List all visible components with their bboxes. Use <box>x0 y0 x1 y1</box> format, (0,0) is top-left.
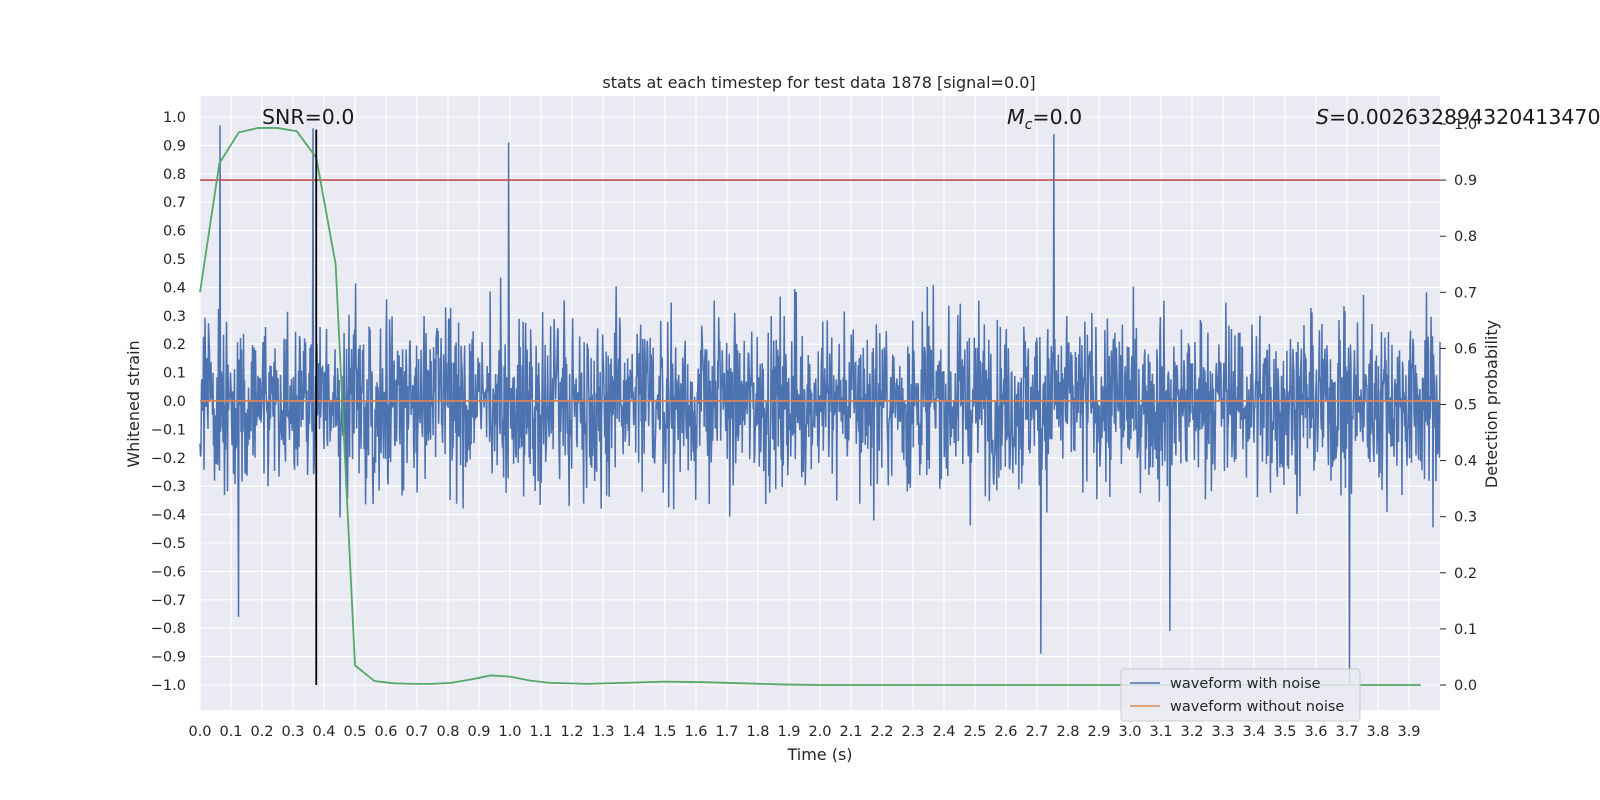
x-tick-label: 2.8 <box>1056 724 1079 740</box>
y-right-tick-label: 0.8 <box>1454 229 1477 245</box>
x-tick-label: 3.7 <box>1335 724 1358 740</box>
y-right-tick-label: 0.6 <box>1454 341 1477 357</box>
x-tick-label: 1.6 <box>684 724 707 740</box>
y-left-tick-label: −0.7 <box>151 593 186 609</box>
x-tick-label: 0.9 <box>467 724 490 740</box>
x-axis-ticks: 0.0 0.1 0.2 0.3 0.4 0.5 0.6 0.7 0.8 0.9 1.0 1.1 1.2 1… <box>188 724 1420 740</box>
x-tick-label: 1.1 <box>529 724 552 740</box>
chirp-mass-annotation: Mc=0.0 <box>1007 105 1082 133</box>
x-tick-label: 3.8 <box>1366 724 1389 740</box>
x-tick-label: 2.5 <box>963 724 986 740</box>
chirp-mass-symbol: M <box>1007 105 1025 129</box>
y-left-tick-label: 0.5 <box>163 252 186 268</box>
x-tick-label: 2.0 <box>808 724 831 740</box>
x-tick-label: 2.4 <box>932 724 955 740</box>
x-tick-label: 3.5 <box>1273 724 1296 740</box>
y-left-tick-label: −0.8 <box>151 621 186 637</box>
x-tick-label: 2.7 <box>1025 724 1048 740</box>
x-tick-label: 1.3 <box>591 724 614 740</box>
x-tick-label: 2.3 <box>901 724 924 740</box>
chirp-mass-subscript: c <box>1025 117 1033 133</box>
y-left-tick-label: −0.9 <box>151 650 186 666</box>
y-right-tick-label: 0.2 <box>1454 566 1477 582</box>
y-left-tick-label: 0.7 <box>163 195 186 211</box>
x-tick-label: 0.4 <box>312 724 335 740</box>
y-left-tick-label: −0.2 <box>151 451 186 467</box>
y-left-tick-label: −0.3 <box>151 479 186 495</box>
y-left-tick-label: −0.6 <box>151 564 186 580</box>
y-left-tick-label: 0.0 <box>163 394 186 410</box>
x-tick-label: 0.7 <box>405 724 428 740</box>
y-axis-right-ticks: 1.0 0.9 0.8 0.7 0.6 0.5 0.4 0.3 0.2 0.1 0.0 <box>1440 117 1477 694</box>
x-tick-label: 0.3 <box>281 724 304 740</box>
s-statistic-annotation: S=0.0026328943204134707 <box>1316 105 1600 129</box>
x-tick-label: 1.8 <box>746 724 769 740</box>
y-right-tick-label: 0.9 <box>1454 173 1477 189</box>
x-tick-label: 1.5 <box>653 724 676 740</box>
y-right-tick-label: 0.1 <box>1454 622 1477 638</box>
legend-label-noisy: waveform with noise <box>1170 676 1321 692</box>
y-left-tick-label: 0.3 <box>163 309 186 325</box>
y-left-tick-label: 0.4 <box>163 280 186 296</box>
legend-box <box>1120 668 1361 722</box>
legend-label-clean: waveform without noise <box>1170 699 1344 715</box>
chirp-mass-value: =0.0 <box>1032 105 1082 129</box>
x-tick-label: 2.1 <box>839 724 862 740</box>
x-tick-label: 2.6 <box>994 724 1017 740</box>
y-axis-left-label: Whitened strain <box>124 340 143 467</box>
y-left-tick-label: 0.2 <box>163 337 186 353</box>
y-right-tick-label: 0.0 <box>1454 678 1477 694</box>
y-left-tick-label: 0.1 <box>163 366 186 382</box>
x-tick-label: 3.9 <box>1397 724 1420 740</box>
s-statistic-symbol: S <box>1316 105 1329 129</box>
annotations: SNR=0.0 Mc=0.0 S=0.0026328943204134707 <box>262 105 1600 133</box>
x-tick-label: 0.8 <box>436 724 459 740</box>
series-layer <box>199 125 1441 686</box>
chart-title: stats at each timestep for test data 187… <box>602 73 1035 92</box>
y-left-tick-label: −0.4 <box>151 508 186 524</box>
x-tick-label: 1.2 <box>560 724 583 740</box>
y-left-tick-label: 0.8 <box>163 167 186 183</box>
x-tick-label: 3.1 <box>1149 724 1172 740</box>
x-tick-label: 0.6 <box>374 724 397 740</box>
y-right-tick-label: 0.7 <box>1454 285 1477 301</box>
y-left-tick-label: −0.1 <box>151 422 186 438</box>
x-tick-label: 1.4 <box>622 724 645 740</box>
x-tick-label: 1.9 <box>777 724 800 740</box>
snr-annotation: SNR=0.0 <box>262 105 354 129</box>
y-left-tick-label: 0.9 <box>163 138 186 154</box>
y-axis-left-ticks: 1.0 0.9 0.8 0.7 0.6 0.5 0.4 0.3 0.2 0.1 0.0 −0.1 −0.… <box>151 110 186 694</box>
x-tick-label: 3.0 <box>1118 724 1141 740</box>
y-left-tick-label: −0.5 <box>151 536 186 552</box>
x-tick-label: 0.0 <box>188 724 211 740</box>
y-right-tick-label: 1.0 <box>1454 117 1477 133</box>
x-tick-label: 3.2 <box>1180 724 1203 740</box>
detection-probability-line <box>199 127 1421 686</box>
y-right-tick-label: 0.3 <box>1454 510 1477 526</box>
x-tick-label: 3.3 <box>1211 724 1234 740</box>
x-tick-label: 3.6 <box>1304 724 1327 740</box>
legend: waveform with noise waveform without noi… <box>1120 668 1361 722</box>
s-statistic-value: =0.0026328943204134707 <box>1329 105 1600 129</box>
x-tick-label: 1.0 <box>498 724 521 740</box>
x-axis-label: Time (s) <box>786 745 852 764</box>
y-axis-right-label: Detection probability <box>1482 320 1501 488</box>
x-tick-label: 0.2 <box>250 724 273 740</box>
x-tick-label: 3.4 <box>1242 724 1265 740</box>
y-left-tick-label: 1.0 <box>163 110 186 126</box>
x-tick-label: 2.2 <box>870 724 893 740</box>
y-left-tick-label: 0.6 <box>163 224 186 240</box>
x-tick-label: 2.9 <box>1087 724 1110 740</box>
y-left-tick-label: −1.0 <box>151 678 186 694</box>
x-tick-label: 0.1 <box>219 724 242 740</box>
y-right-tick-label: 0.4 <box>1454 454 1477 470</box>
y-right-tick-label: 0.5 <box>1454 398 1477 414</box>
x-tick-label: 0.5 <box>343 724 366 740</box>
x-tick-label: 1.7 <box>715 724 738 740</box>
noisy-waveform-line <box>199 125 1441 686</box>
